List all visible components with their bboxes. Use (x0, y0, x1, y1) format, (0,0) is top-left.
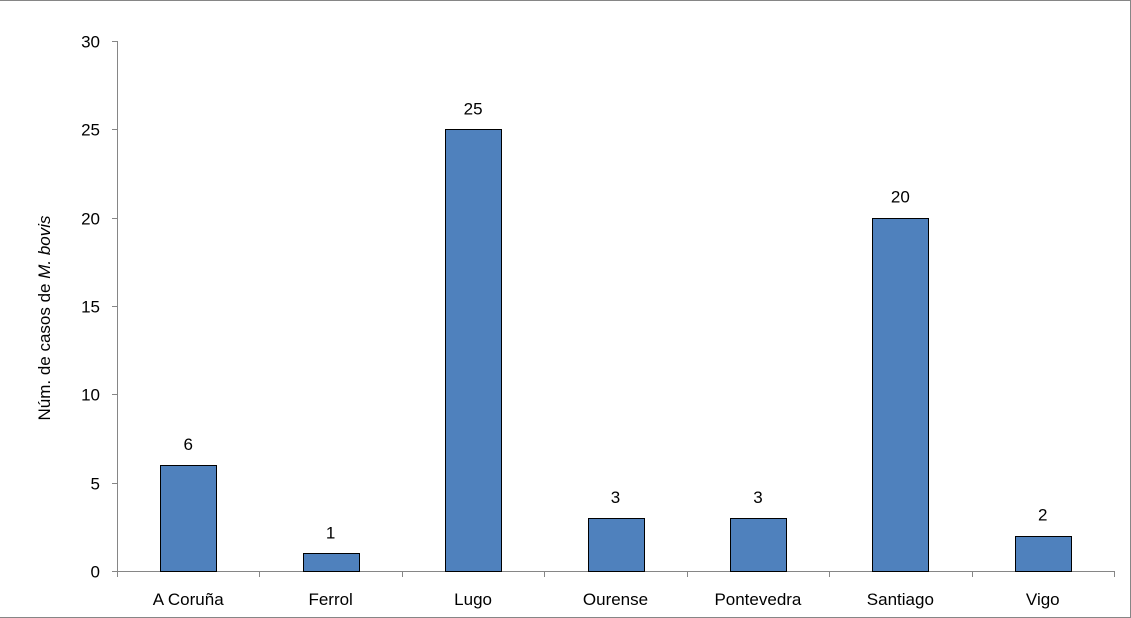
bar (160, 465, 217, 572)
bar-value-label: 3 (753, 488, 762, 507)
data-labels: 6 1 25 3 3 20 2 (183, 99, 1047, 542)
y-tick-label: 30 (81, 33, 100, 52)
x-category-label: Lugo (454, 590, 492, 609)
y-tick-label: 25 (81, 121, 100, 140)
y-tick-label: 15 (81, 298, 100, 317)
bar (1015, 536, 1072, 572)
y-tick-label: 5 (91, 475, 100, 494)
x-axis: A Coruña Ferrol Lugo Ourense Pontevedra Santi… (117, 571, 1115, 609)
x-category-label: Pontevedra (714, 590, 801, 609)
bar (303, 553, 360, 572)
y-axis-title: Núm. de casos de M. bovis (35, 215, 54, 421)
y-tick-label: 20 (81, 210, 100, 229)
bar-value-label: 1 (326, 523, 335, 542)
bar-value-label: 3 (611, 488, 620, 507)
bar (445, 129, 502, 572)
x-category-label: A Coruña (153, 590, 224, 609)
bar-value-label: 25 (464, 99, 483, 118)
bars (160, 129, 1072, 572)
bar-value-label: 6 (183, 435, 192, 454)
x-category-label: Ferrol (308, 590, 352, 609)
bar-value-label: 20 (891, 188, 910, 207)
y-tick-label: 10 (81, 386, 100, 405)
bar (872, 218, 929, 572)
x-category-label: Ourense (583, 590, 648, 609)
x-category-label: Santiago (867, 590, 934, 609)
x-category-label: Vigo (1026, 590, 1060, 609)
y-axis: 0 5 10 15 20 25 30 (81, 33, 118, 582)
y-tick-label: 0 (91, 563, 100, 582)
bar (730, 518, 787, 572)
bar-value-label: 2 (1038, 506, 1047, 525)
bar (588, 518, 645, 572)
